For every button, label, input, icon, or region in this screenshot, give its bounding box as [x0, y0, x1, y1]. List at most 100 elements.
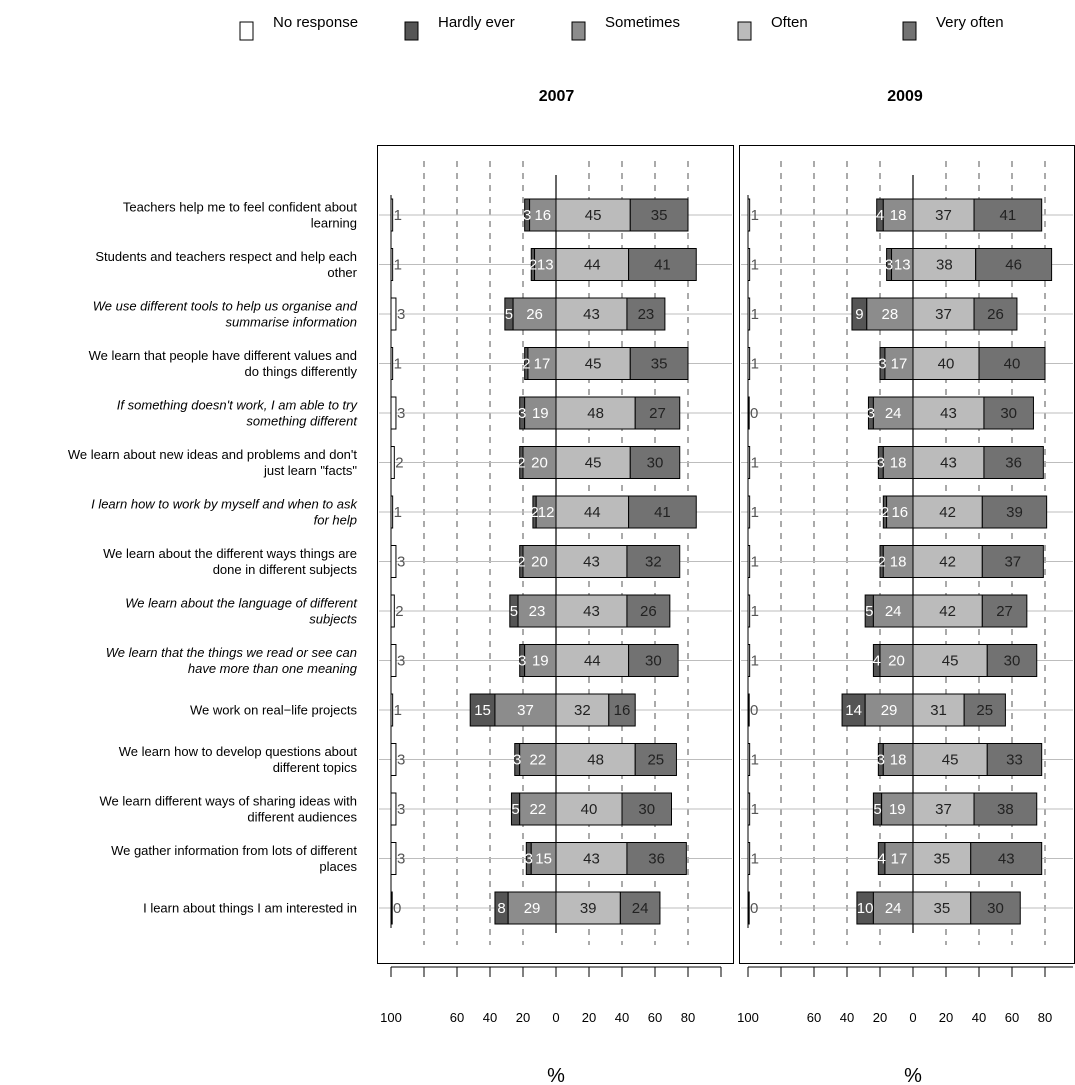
label-sometimes: 16	[534, 207, 551, 224]
bar-very-often	[986, 644, 1038, 677]
category-label-line: have more than one meaning	[188, 661, 358, 676]
label-no-response: 1	[751, 653, 759, 670]
x-tick-label: 40	[615, 1010, 629, 1025]
bar-no-response	[747, 198, 751, 232]
bar-very-often	[608, 693, 636, 727]
bar-often	[555, 693, 610, 727]
label-hardly-ever: 2	[877, 554, 885, 571]
bar-hardly-ever	[469, 693, 496, 727]
label-sometimes: 18	[890, 752, 907, 769]
legend-item-veryoften: Very often	[902, 14, 1004, 41]
category-label: I learn about things I am interested in	[143, 901, 357, 916]
label-hardly-ever: 2	[517, 455, 525, 472]
bar-very-often	[978, 347, 1046, 380]
bar-no-response	[390, 545, 397, 578]
bar-often	[555, 743, 636, 776]
row: 1 2 12 44 41	[379, 495, 732, 529]
bar-often	[555, 297, 628, 331]
label-very-often: 39	[1006, 504, 1023, 521]
label-sometimes: 17	[534, 356, 551, 373]
bar-very-often	[621, 792, 672, 826]
label-very-often: 46	[1005, 257, 1022, 274]
label-often: 38	[936, 257, 953, 274]
x-axis-title: %	[904, 1065, 922, 1085]
label-sometimes: 15	[535, 851, 552, 868]
row: 3 5 22 40 30	[379, 792, 732, 826]
label-hardly-ever: 10	[857, 900, 874, 917]
category-label-line: something different	[246, 414, 358, 429]
label-often: 45	[942, 653, 959, 670]
label-hardly-ever: 4	[873, 653, 881, 670]
bar-no-response	[390, 248, 394, 281]
label-very-often: 23	[638, 306, 655, 323]
row: 1 4 20 45 30	[741, 644, 1073, 677]
bar-often	[555, 891, 621, 925]
label-no-response: 1	[751, 801, 759, 818]
bar-no-response	[747, 248, 751, 281]
label-often: 37	[935, 306, 952, 323]
bar-often	[555, 396, 636, 430]
label-very-often: 30	[1004, 653, 1021, 670]
category-label-line: If something doesn't work, I am able to …	[117, 398, 359, 413]
row: 1 3 18 43 36	[741, 446, 1073, 479]
category-label: Teachers help me to feel confident about…	[123, 200, 358, 231]
label-hardly-ever: 9	[855, 306, 863, 323]
label-hardly-ever: 2	[529, 257, 537, 274]
label-sometimes: 16	[891, 504, 908, 521]
legend-label-hardly: Hardly ever	[438, 14, 515, 31]
row: 2 5 23 43 26	[379, 594, 732, 628]
category-label: We learn how to develop questions aboutd…	[119, 744, 358, 775]
panel-title: 2007	[539, 88, 575, 105]
category-label: We work on real−life projects	[190, 703, 358, 718]
panel-frame	[377, 145, 734, 964]
label-no-response: 1	[394, 702, 402, 719]
bar-sometimes	[866, 297, 914, 331]
label-sometimes: 23	[529, 603, 546, 620]
row: 0 10 24 35 30	[741, 891, 1073, 925]
label-hardly-ever: 3	[885, 257, 893, 274]
label-often: 42	[939, 603, 956, 620]
label-hardly-ever: 2	[522, 356, 530, 373]
label-sometimes: 13	[537, 257, 554, 274]
label-often: 42	[939, 504, 956, 521]
label-sometimes: 20	[888, 653, 905, 670]
label-very-often: 35	[651, 207, 668, 224]
category-label-line: We learn about the different ways things…	[103, 546, 357, 561]
row: 3 2 20 43 32	[379, 545, 732, 578]
row: 1 15 37 32 16	[379, 693, 732, 727]
label-no-response: 1	[751, 306, 759, 323]
label-no-response: 0	[393, 900, 401, 917]
x-tick-label: 80	[1038, 1010, 1052, 1025]
bar-very-often	[981, 594, 1028, 628]
label-hardly-ever: 5	[873, 801, 881, 818]
bar-sometimes	[884, 347, 914, 380]
bar-often	[912, 297, 975, 331]
label-hardly-ever: 3	[877, 752, 885, 769]
row: 3 5 26 43 23	[379, 297, 732, 331]
label-often: 44	[584, 504, 601, 521]
row: 0 14 29 31 25	[741, 693, 1073, 727]
label-very-often: 35	[651, 356, 668, 373]
label-sometimes: 37	[517, 702, 534, 719]
legend-label-no: No response	[273, 14, 358, 31]
bar-very-often	[626, 297, 666, 331]
row: 1 2 16 42 39	[741, 495, 1073, 529]
bar-sometimes	[879, 644, 914, 677]
label-hardly-ever: 3	[518, 653, 526, 670]
bar-very-often	[628, 248, 697, 281]
row: 3 3 19 44 30	[379, 644, 732, 677]
row: 3 3 19 48 27	[379, 396, 732, 430]
category-label-line: We learn how to develop questions about	[119, 744, 358, 759]
bar-often	[555, 545, 628, 578]
legend-swatch-no	[239, 21, 254, 41]
bar-often	[912, 743, 988, 776]
bar-no-response	[390, 644, 397, 677]
category-label-line: I learn how to work by myself and when t…	[91, 497, 358, 512]
row: 0 8 29 39 24	[379, 891, 732, 925]
label-very-often: 36	[1005, 455, 1022, 472]
bar-sometimes	[882, 446, 914, 479]
x-tick-label: 100	[737, 1010, 759, 1025]
legend-swatch-hardly	[404, 21, 419, 41]
bar-no-response	[390, 693, 394, 727]
